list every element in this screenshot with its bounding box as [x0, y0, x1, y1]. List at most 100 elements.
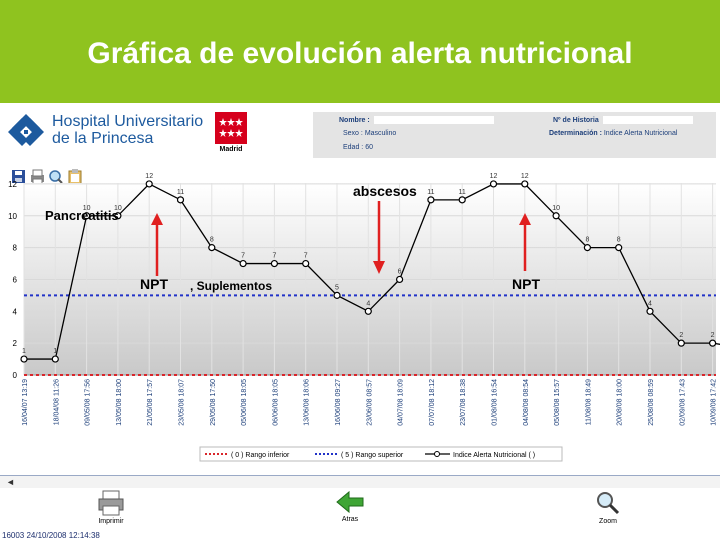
x-tick-label: 13/05/08 18:00 — [116, 379, 123, 426]
x-tick-label: 11/08/08 18:49 — [585, 379, 592, 425]
data-label: 8 — [585, 237, 589, 244]
madrid-logo-icon — [215, 112, 247, 144]
data-label: 10 — [83, 205, 91, 212]
y-tick-label: 6 — [13, 275, 18, 284]
x-tick-label: 23/05/08 18:07 — [179, 379, 186, 426]
x-tick-label: 16/06/08 09:27 — [335, 379, 342, 426]
legend-label: Indice Alerta Nutricional ( ) — [453, 452, 535, 459]
patient-age-row: Edad : 60 — [343, 144, 373, 151]
annotation-label: NPT — [140, 276, 168, 292]
zoom-button-label: Zoom — [599, 518, 617, 525]
age-value: 60 — [365, 144, 373, 151]
annotation-arrowhead — [519, 213, 531, 225]
madrid-label: Madrid — [219, 146, 243, 153]
determination-label: Determinación : — [549, 130, 602, 137]
sex-value: Masculino — [364, 130, 397, 137]
x-tick-label: 13/06/08 18:06 — [304, 379, 311, 426]
data-point — [646, 307, 654, 315]
data-point — [302, 259, 310, 268]
data-point — [145, 180, 153, 188]
slide-title: Gráfica de evolución alerta nutricional — [87, 37, 633, 70]
data-point — [333, 291, 341, 299]
back-arrow-icon — [336, 490, 364, 514]
name-label: Nombre : — [339, 116, 370, 124]
data-label: 12 — [490, 173, 498, 180]
back-button[interactable]: Atras — [330, 490, 370, 523]
x-tick-label: 29/05/08 17:50 — [210, 379, 217, 426]
data-point — [239, 259, 247, 268]
data-point — [364, 307, 372, 315]
x-tick-label: 04/08/08 08:54 — [523, 379, 530, 426]
data-point — [270, 259, 278, 268]
title-bar — [0, 0, 720, 103]
data-label: 1 — [53, 348, 57, 355]
annotation-label: abscesos — [353, 183, 417, 199]
y-tick-label: 12 — [8, 180, 17, 189]
x-tick-label: 05/06/08 18:05 — [241, 379, 248, 426]
data-label: 7 — [304, 253, 308, 260]
save-icon[interactable] — [12, 170, 25, 183]
data-label: 11 — [427, 189, 434, 196]
clipboard-icon[interactable] — [68, 169, 82, 185]
series-line — [24, 183, 720, 360]
y-tick-label: 10 — [8, 212, 17, 221]
data-point — [521, 180, 529, 188]
annotation-label: NPT — [512, 276, 540, 292]
data-label: 4 — [366, 300, 370, 307]
data-point — [114, 212, 122, 220]
data-point — [427, 196, 435, 204]
scroll-left-icon[interactable]: ◄ — [6, 477, 15, 487]
data-point — [552, 212, 560, 220]
data-label: 11 — [459, 189, 466, 196]
x-tick-label: 06/06/08 18:05 — [272, 379, 279, 426]
data-label: 11 — [177, 189, 184, 196]
x-tick-label: 16/04/07 13:19 — [22, 379, 29, 426]
data-label: 5 — [335, 284, 339, 291]
zoom-icon — [597, 492, 620, 515]
data-label: 2 — [679, 332, 683, 339]
horizontal-scrollbar[interactable]: ◄ — [0, 475, 720, 489]
history-value — [602, 116, 693, 124]
x-tick-label: 10/09/08 17:42 — [711, 379, 718, 426]
data-label: 10 — [114, 205, 122, 212]
x-tick-label: 04/07/08 18:09 — [398, 379, 405, 426]
name-value — [373, 116, 494, 124]
age-label: Edad : — [343, 144, 364, 151]
data-point — [677, 339, 685, 347]
hospital-name-line2: de la Princesa — [52, 130, 154, 147]
x-tick-label: 23/06/08 08:57 — [366, 379, 373, 426]
x-tick-label: 02/09/08 17:43 — [679, 379, 686, 426]
sex-label: Sexo : — [343, 130, 363, 137]
search-icon[interactable] — [49, 170, 63, 184]
data-label: 1 — [22, 348, 26, 355]
annotation-arrowhead — [373, 261, 385, 274]
zoom-button[interactable]: Zoom — [588, 490, 628, 525]
data-point — [82, 212, 91, 220]
y-tick-label: 8 — [13, 244, 18, 253]
data-point — [51, 355, 59, 363]
y-tick-label: 2 — [13, 339, 18, 348]
print-button[interactable]: Imprimir — [88, 490, 134, 525]
x-tick-label: 09/05/08 17:56 — [85, 379, 92, 426]
history-label: Nº de Historia — [553, 116, 599, 124]
patient-name-row: Nombre : — [339, 116, 494, 124]
patient-sex-row: Sexo : Masculino — [343, 130, 396, 137]
data-label: 12 — [521, 173, 529, 180]
x-tick-label: 25/08/08 08:59 — [648, 379, 655, 426]
back-button-label: Atras — [341, 516, 359, 523]
data-point — [20, 355, 28, 363]
data-label: 6 — [398, 268, 402, 275]
data-label: 7 — [241, 253, 245, 260]
hospital-name-line1: Hospital Universitario — [52, 113, 204, 130]
data-point — [396, 275, 404, 284]
data-label: 7 — [272, 253, 276, 260]
x-tick-label: 01/08/08 16:54 — [492, 379, 499, 426]
data-label: 10 — [552, 205, 560, 212]
data-point — [615, 244, 623, 252]
x-tick-label: 07/07/08 18:12 — [429, 379, 436, 426]
data-label: 12 — [145, 173, 153, 180]
legend-label: ( 5 ) Rango superior — [341, 452, 404, 459]
legend-box — [199, 446, 563, 462]
x-tick-label: 20/08/08 18:00 — [617, 379, 624, 426]
